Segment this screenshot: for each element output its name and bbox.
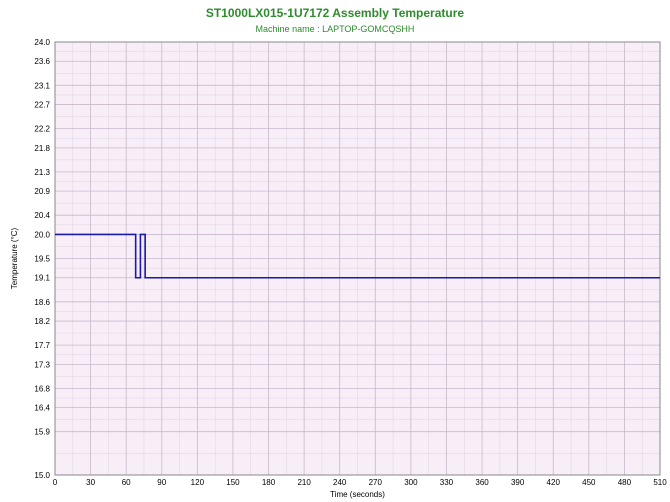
x-tick-label: 270: [369, 478, 383, 487]
y-tick-label: 18.6: [34, 298, 50, 307]
y-tick-label: 23.6: [34, 57, 50, 66]
y-tick-label: 23.1: [34, 81, 50, 90]
x-tick-label: 0: [53, 478, 58, 487]
x-tick-label: 390: [511, 478, 525, 487]
x-tick-label: 180: [262, 478, 276, 487]
x-tick-label: 300: [404, 478, 418, 487]
y-axis-label: Temperature (°C): [10, 227, 19, 289]
y-tick-label: 22.7: [34, 101, 50, 110]
x-tick-label: 360: [475, 478, 489, 487]
x-tick-label: 240: [333, 478, 347, 487]
chart-container: ST1000LX015-1U7172 Assembly Temperature …: [0, 0, 670, 502]
x-tick-label: 150: [226, 478, 240, 487]
y-tick-label: 17.7: [34, 341, 50, 350]
y-tick-label: 15.9: [34, 428, 50, 437]
x-axis-label: Time (seconds): [330, 490, 385, 499]
y-tick-label: 21.8: [34, 144, 50, 153]
x-tick-label: 30: [86, 478, 95, 487]
x-tick-label: 120: [191, 478, 205, 487]
x-tick-label: 90: [157, 478, 166, 487]
y-tick-label: 20.4: [34, 211, 50, 220]
y-tick-label: 22.2: [34, 125, 50, 134]
y-tick-label: 20.9: [34, 187, 50, 196]
x-tick-label: 60: [122, 478, 131, 487]
y-tick-label: 21.3: [34, 168, 50, 177]
y-tick-label: 18.2: [34, 317, 50, 326]
x-tick-label: 450: [582, 478, 596, 487]
y-tick-label: 15.0: [34, 471, 50, 480]
y-tick-label: 16.8: [34, 384, 50, 393]
y-tick-label: 19.5: [34, 255, 50, 264]
x-tick-label: 480: [618, 478, 632, 487]
x-tick-label: 330: [440, 478, 454, 487]
chart-svg: 0 30 60 90 120 150 180 210 240 270 300 330 360 390 420…: [0, 0, 670, 502]
y-tick-label: 16.4: [34, 404, 50, 413]
y-tick-label: 20.0: [34, 230, 50, 239]
x-tick-label: 510: [653, 478, 667, 487]
y-tick-label: 24.0: [34, 38, 50, 47]
y-tick-label: 19.1: [34, 274, 50, 283]
x-tick-label: 210: [297, 478, 311, 487]
x-tick-label: 420: [547, 478, 561, 487]
y-tick-label: 17.3: [34, 360, 50, 369]
